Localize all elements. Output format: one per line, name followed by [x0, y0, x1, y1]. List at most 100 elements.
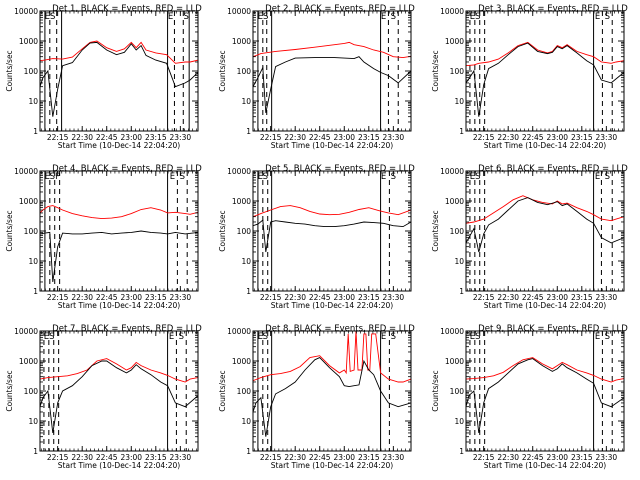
events-series-line	[466, 358, 624, 433]
y-tick-label: 1	[246, 447, 251, 456]
y-tick-label: 1000	[19, 37, 38, 46]
x-tick-label: 23:00	[546, 133, 568, 142]
x-tick-label: 22:30	[284, 133, 306, 142]
y-tick-label: 100	[450, 387, 465, 396]
x-tick-label: 22:45	[309, 133, 331, 142]
x-axis-label: Start Time (10-Dec-14 22:04:20)	[271, 301, 393, 310]
region-label: S	[50, 172, 55, 182]
region-label: E	[470, 172, 475, 182]
x-tick-label: 22:45	[522, 293, 544, 302]
events-series-line	[40, 360, 198, 433]
x-tick-label: 22:30	[284, 453, 306, 462]
panel-det-8: 1 10 100 1000 10000 22:15 22:30 22:45 23:00 23:15…	[218, 324, 415, 470]
plot-frame	[252, 330, 412, 452]
x-axis-label: Start Time (10-Dec-14 22:04:20)	[58, 461, 180, 470]
x-tick-label: 23:30	[170, 133, 192, 142]
region-label: S	[391, 332, 396, 342]
panel-det-2: 1 10 100 1000 10000 22:15 22:30 22:45 23:00 23:15…	[218, 4, 415, 150]
y-tick-label: 10	[454, 257, 464, 266]
x-tick-label: 22:45	[96, 453, 118, 462]
x-tick-label: 23:00	[120, 133, 142, 142]
panel-det-5: 1 10 100 1000 10000 22:15 22:30 22:45 23:00 23:15…	[218, 164, 415, 310]
events-series-line	[253, 219, 411, 253]
region-label: S	[263, 12, 268, 22]
region-label: S	[475, 12, 480, 22]
x-axis-label: Start Time (10-Dec-14 22:04:20)	[271, 141, 393, 150]
x-tick-label: 22:15	[260, 453, 282, 462]
events-series-line	[466, 42, 624, 117]
x-tick-label: 22:45	[522, 453, 544, 462]
y-axis-label: Counts/sec	[431, 370, 440, 411]
y-tick-label: 1000	[232, 357, 251, 366]
x-tick-label: 23:15	[145, 133, 167, 142]
y-tick-label: 100	[450, 227, 465, 236]
region-label: S	[391, 12, 396, 22]
y-tick-label: 100	[24, 67, 39, 76]
lld-series-line	[40, 40, 198, 64]
region-label: S	[391, 172, 396, 182]
region-label: E	[258, 12, 263, 22]
region-label: S	[605, 332, 610, 342]
y-tick-label: 1000	[445, 37, 464, 46]
plot-frame	[39, 330, 199, 452]
y-tick-label: 10	[28, 257, 38, 266]
x-tick-label: 22:15	[473, 453, 495, 462]
x-tick-label: 22:30	[71, 133, 93, 142]
region-label: E	[470, 12, 475, 22]
lld-series-line	[466, 41, 624, 67]
events-series-line	[253, 357, 411, 437]
region-label: P	[55, 172, 60, 182]
panel-title: Det 7, BLACK = Events, RED = LLD	[52, 324, 202, 334]
x-tick-label: 23:30	[383, 453, 405, 462]
x-tick-label: 22:15	[473, 293, 495, 302]
x-tick-label: 23:00	[333, 133, 355, 142]
y-tick-label: 1	[246, 127, 251, 136]
plot-frame	[252, 10, 412, 132]
panel-title: Det 5, BLACK = Events, RED = LLD	[265, 164, 415, 174]
region-label: E	[170, 172, 175, 182]
x-tick-label: 22:15	[473, 133, 495, 142]
region-label: S	[263, 172, 268, 182]
region-label: E	[45, 12, 50, 22]
y-tick-label: 1	[33, 127, 38, 136]
y-tick-label: 10	[28, 97, 38, 106]
region-label: E	[44, 332, 49, 342]
panel-title: Det 1, BLACK = Events, RED = LLD	[52, 4, 202, 14]
lld-series-line	[40, 358, 198, 383]
panel-det-7: 1 10 100 1000 10000 22:15 22:30 22:45 23:00 23:15…	[5, 324, 202, 470]
plot-frame	[39, 170, 199, 292]
x-tick-label: 23:15	[358, 293, 380, 302]
region-label: E	[381, 12, 386, 22]
region-label: E	[45, 172, 50, 182]
region-label: E	[381, 332, 386, 342]
x-tick-label: 23:15	[145, 453, 167, 462]
y-axis-label: Counts/sec	[5, 370, 14, 411]
plot-frame	[252, 170, 412, 292]
panel-title: Det 3, BLACK = Events, RED = LLD	[478, 4, 628, 14]
plot-frame	[465, 170, 625, 292]
x-tick-label: 22:15	[47, 453, 69, 462]
region-label: S	[50, 12, 55, 22]
x-tick-label: 22:45	[309, 453, 331, 462]
x-tick-label: 23:15	[571, 293, 593, 302]
x-tick-label: 22:45	[522, 133, 544, 142]
panel-det-6: 1 10 100 1000 10000 22:15 22:30 22:45 23:00 23:15…	[431, 164, 628, 310]
region-label: E	[258, 172, 263, 182]
panel-det-1: 1 10 100 1000 10000 22:15 22:30 22:45 23:00 23:15…	[5, 4, 202, 150]
plot-frame	[465, 330, 625, 452]
y-tick-label: 10000	[227, 7, 251, 16]
x-tick-label: 22:30	[497, 453, 519, 462]
y-tick-label: 10000	[440, 167, 464, 176]
x-tick-label: 22:30	[497, 133, 519, 142]
y-axis-label: Counts/sec	[218, 370, 227, 411]
x-tick-label: 23:30	[596, 133, 618, 142]
x-tick-label: 22:15	[260, 293, 282, 302]
x-tick-label: 22:15	[260, 133, 282, 142]
x-tick-label: 22:30	[71, 293, 93, 302]
x-tick-label: 23:15	[571, 133, 593, 142]
y-tick-label: 1	[459, 127, 464, 136]
x-tick-label: 23:30	[596, 453, 618, 462]
lld-series-line	[253, 41, 411, 59]
y-tick-label: 10000	[227, 167, 251, 176]
events-series-line	[466, 197, 624, 253]
